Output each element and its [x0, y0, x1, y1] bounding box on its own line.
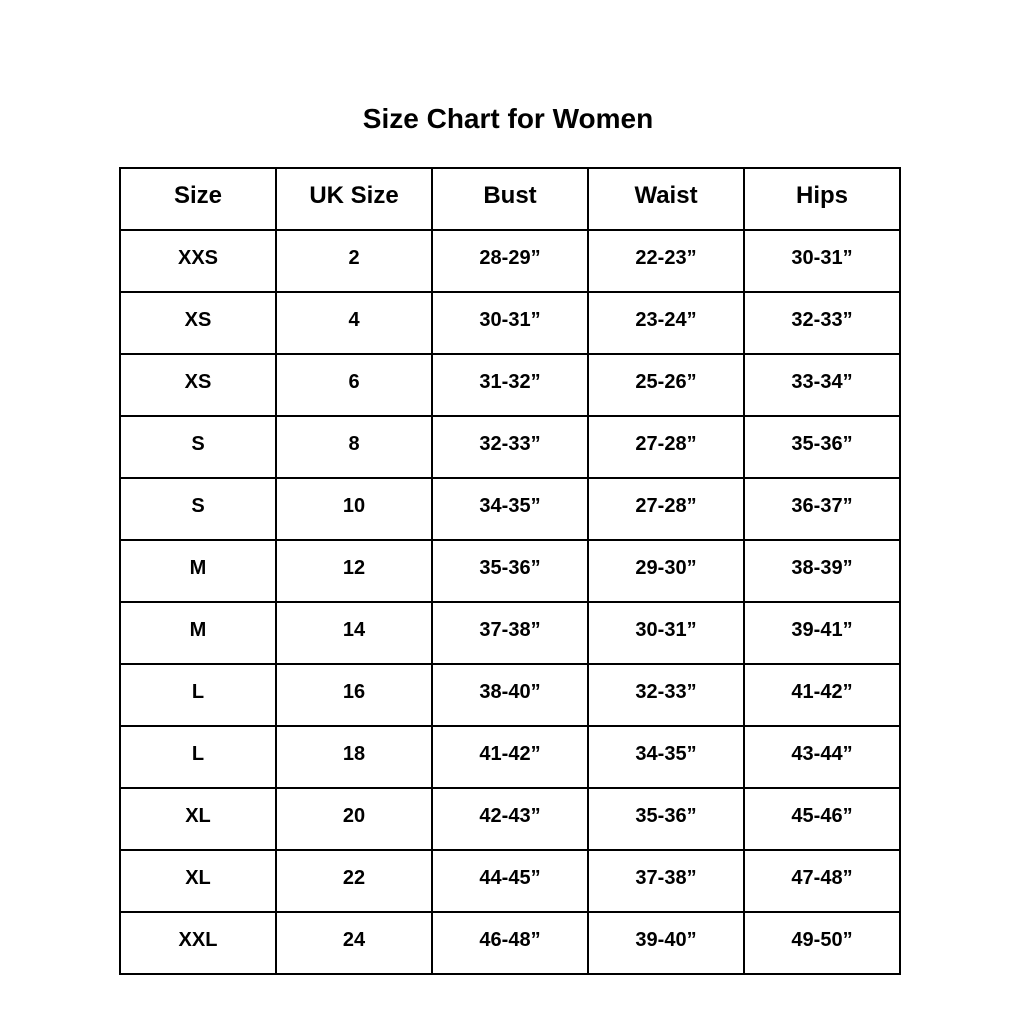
table-cell: 38-40” — [431, 663, 589, 727]
table-row: M 14 37-38” 30-31” 39-41” — [119, 601, 901, 665]
table-cell: 8 — [275, 415, 433, 479]
table-row: XS 4 30-31” 23-24” 32-33” — [119, 291, 901, 355]
table-cell: 14 — [275, 601, 433, 665]
table-row: S 8 32-33” 27-28” 35-36” — [119, 415, 901, 479]
table-row: XXL 24 46-48” 39-40” 49-50” — [119, 911, 901, 975]
column-header: Size — [119, 167, 277, 231]
table-cell: 22 — [275, 849, 433, 913]
table-header-row: Size UK Size Bust Waist Hips — [119, 167, 901, 231]
column-header: UK Size — [275, 167, 433, 231]
table-cell: 32-33” — [431, 415, 589, 479]
table-cell: 49-50” — [743, 911, 901, 975]
table-cell: 42-43” — [431, 787, 589, 851]
table-cell: 12 — [275, 539, 433, 603]
page-title: Size Chart for Women — [362, 103, 654, 134]
table-row: S 10 34-35” 27-28” 36-37” — [119, 477, 901, 541]
table-cell: 44-45” — [431, 849, 589, 913]
table-cell: L — [119, 663, 277, 727]
table-cell: 16 — [275, 663, 433, 727]
table-cell: 6 — [275, 353, 433, 417]
table-cell: 36-37” — [743, 477, 901, 541]
table-cell: M — [119, 539, 277, 603]
table-cell: 23-24” — [587, 291, 745, 355]
table-cell: 2 — [275, 229, 433, 293]
table-cell: XL — [119, 849, 277, 913]
table-body: XXS 2 28-29” 22-23” 30-31” XS 4 30-31” 23-24” 32-… — [119, 229, 901, 975]
table-cell: 4 — [275, 291, 433, 355]
table-cell: 35-36” — [431, 539, 589, 603]
table-cell: 34-35” — [587, 725, 745, 789]
table-cell: 35-36” — [743, 415, 901, 479]
table-cell: 37-38” — [431, 601, 589, 665]
table-cell: 18 — [275, 725, 433, 789]
table-cell: 29-30” — [587, 539, 745, 603]
table-row: XXS 2 28-29” 22-23” 30-31” — [119, 229, 901, 293]
table-cell: 32-33” — [587, 663, 745, 727]
table-cell: 37-38” — [587, 849, 745, 913]
table-cell: 20 — [275, 787, 433, 851]
table-cell: 43-44” — [743, 725, 901, 789]
table-cell: S — [119, 477, 277, 541]
column-header: Hips — [743, 167, 901, 231]
table-cell: 28-29” — [431, 229, 589, 293]
table-cell: 39-40” — [587, 911, 745, 975]
table-cell: 46-48” — [431, 911, 589, 975]
table-cell: S — [119, 415, 277, 479]
column-header: Waist — [587, 167, 745, 231]
table-row: L 16 38-40” 32-33” 41-42” — [119, 663, 901, 727]
table-row: XL 22 44-45” 37-38” 47-48” — [119, 849, 901, 913]
table-cell: 35-36” — [587, 787, 745, 851]
table-cell: 38-39” — [743, 539, 901, 603]
table-cell: 30-31” — [587, 601, 745, 665]
size-chart-table: Size UK Size Bust Waist Hips XXS 2 28-29” 22-23… — [119, 167, 901, 975]
table-cell: M — [119, 601, 277, 665]
column-header: Bust — [431, 167, 589, 231]
table-cell: 30-31” — [431, 291, 589, 355]
table-cell: XS — [119, 291, 277, 355]
table-cell: 31-32” — [431, 353, 589, 417]
table-cell: 47-48” — [743, 849, 901, 913]
table-row: L 18 41-42” 34-35” 43-44” — [119, 725, 901, 789]
table-row: XL 20 42-43” 35-36” 45-46” — [119, 787, 901, 851]
table-cell: 34-35” — [431, 477, 589, 541]
table-cell: 32-33” — [743, 291, 901, 355]
table-cell: 41-42” — [431, 725, 589, 789]
table-cell: 33-34” — [743, 353, 901, 417]
table-cell: 30-31” — [743, 229, 901, 293]
table-cell: 25-26” — [587, 353, 745, 417]
table-cell: XS — [119, 353, 277, 417]
table-cell: 39-41” — [743, 601, 901, 665]
table-row: XS 6 31-32” 25-26” 33-34” — [119, 353, 901, 417]
table-row: M 12 35-36” 29-30” 38-39” — [119, 539, 901, 603]
table-cell: XXL — [119, 911, 277, 975]
table-cell: 22-23” — [587, 229, 745, 293]
table-cell: 24 — [275, 911, 433, 975]
table-cell: XL — [119, 787, 277, 851]
table-cell: 10 — [275, 477, 433, 541]
table-cell: L — [119, 725, 277, 789]
table-cell: 45-46” — [743, 787, 901, 851]
table-cell: 41-42” — [743, 663, 901, 727]
table-cell: 27-28” — [587, 477, 745, 541]
table-cell: 27-28” — [587, 415, 745, 479]
table-cell: XXS — [119, 229, 277, 293]
